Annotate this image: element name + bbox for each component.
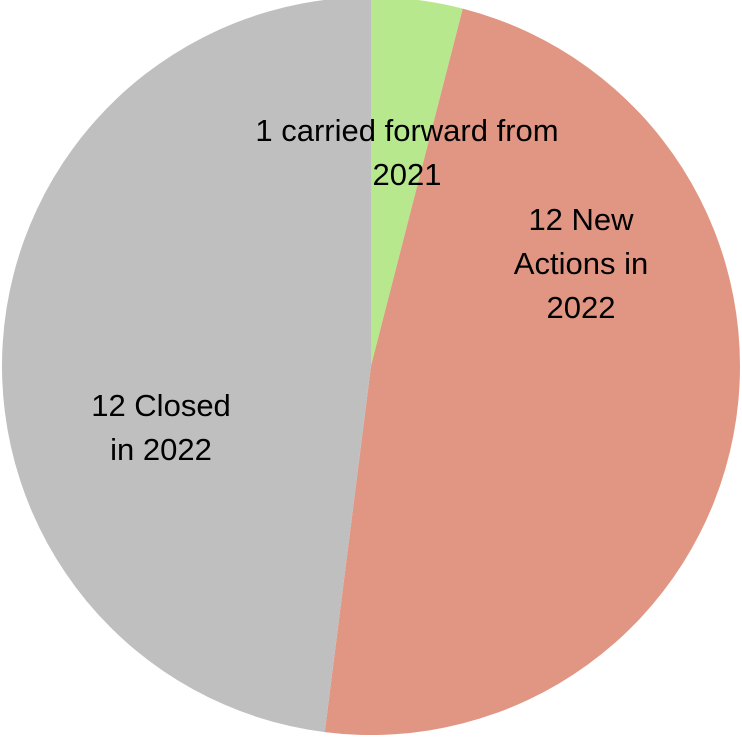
pie-labels: 1 carried forward from 2021 12 New Actions … (91, 113, 648, 467)
slice-label-line: 12 Closed (91, 388, 231, 423)
slice-label-line: 1 carried forward from (255, 113, 558, 148)
slice-label-line: Actions in (514, 246, 648, 281)
slice-label-1: 1 carried forward from 2021 (255, 113, 558, 192)
pie-slice-1 (371, 0, 463, 366)
slice-label-line: in 2022 (110, 432, 212, 467)
slice-label-line: 2022 (547, 290, 616, 325)
slice-label-line: 12 New (528, 202, 634, 237)
pie-slice-2 (324, 8, 741, 736)
slice-label-2: 12 New Actions in 2022 (514, 202, 648, 325)
slice-label-3: 12 Closed in 2022 (91, 388, 231, 467)
slice-label-line: 2021 (373, 157, 442, 192)
pie-slice-3 (2, 0, 371, 733)
